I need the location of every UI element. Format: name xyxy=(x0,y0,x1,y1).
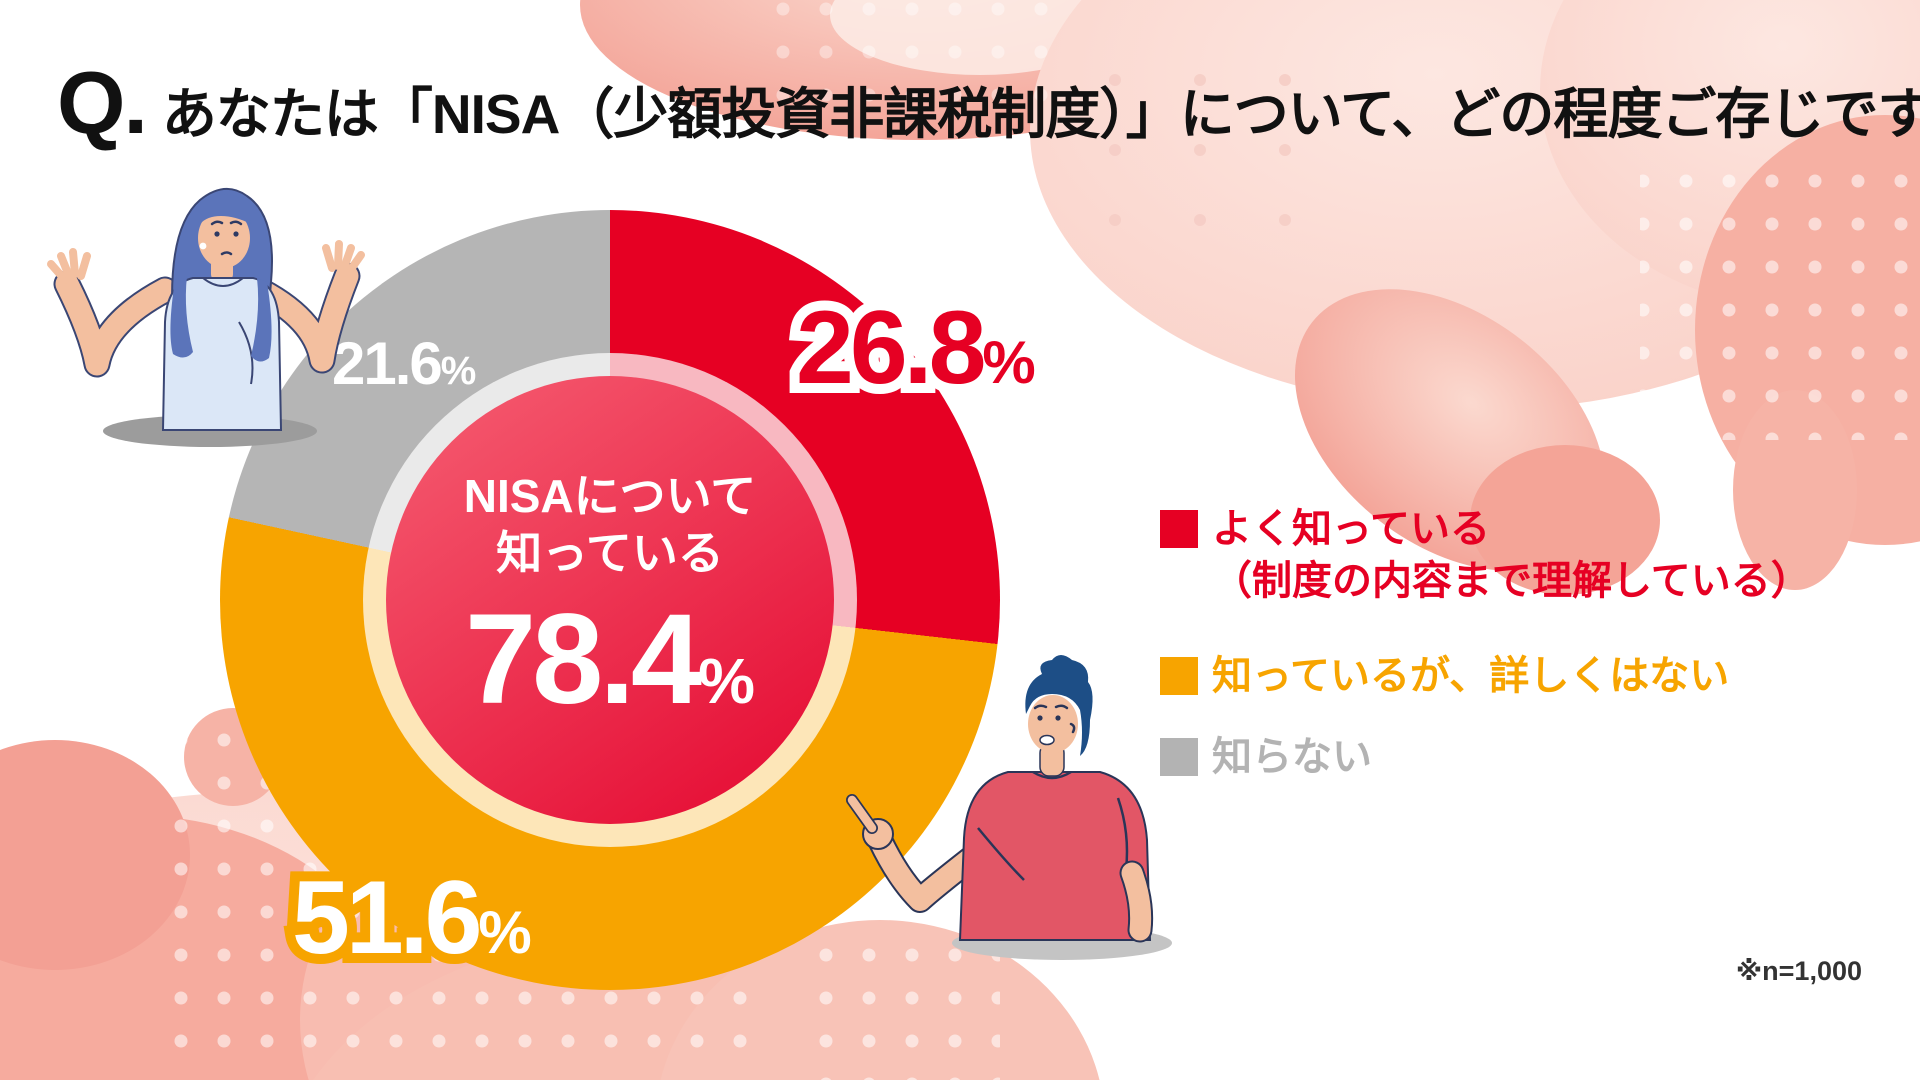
center-label-line1: NISAについて xyxy=(463,470,757,522)
segment-label-well-known: 26.8% 26.8% xyxy=(786,286,1046,410)
legend-swatch-red xyxy=(1160,510,1198,548)
man-illustration xyxy=(846,655,1172,960)
center-badge: NISAについて 知っている 78.4% xyxy=(386,376,834,824)
center-label-line2: 知っている xyxy=(496,527,724,579)
legend-item-somewhat-known: 知っているが、詳しくはない xyxy=(1160,650,1811,702)
man-hair xyxy=(1025,655,1093,756)
legend: よく知っている （制度の内容まで理解している） 知っているが、詳しくはない 知ら… xyxy=(1160,503,1811,783)
segment-label-unknown: 21.6% xyxy=(332,330,477,397)
footnote-sample-size: ※n=1,000 xyxy=(1735,956,1862,986)
question-text: あなたは「NISA（少額投資非課税制度）」について、どの程度ご存じですか。 xyxy=(161,83,1920,145)
question-prefix: Q. xyxy=(57,53,148,152)
legend-swatch-orange xyxy=(1160,657,1198,695)
question-title: Q. あなたは「NISA（少額投資非課税制度）」について、どの程度ご存じですか。 xyxy=(57,52,1920,154)
legend-item-unknown: 知らない xyxy=(1160,731,1811,783)
man-shirt xyxy=(958,771,1152,941)
woman-top xyxy=(161,277,283,431)
segment-label-somewhat-known: 51.6% 51.6% xyxy=(282,856,542,980)
legend-swatch-gray xyxy=(1160,738,1198,776)
woman-illustration xyxy=(47,188,365,447)
center-value: 78.4% xyxy=(464,588,756,731)
legend-item-well-known: よく知っている （制度の内容まで理解している） xyxy=(1160,503,1811,607)
